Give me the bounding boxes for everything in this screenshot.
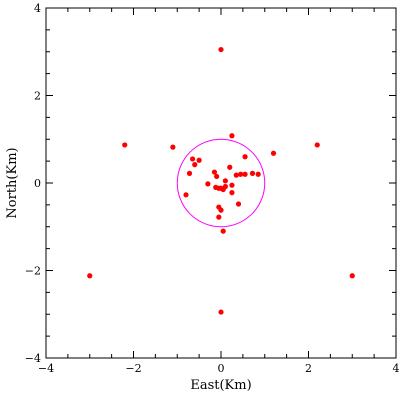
- plot-frame: [45, 7, 397, 359]
- data-point: [222, 178, 228, 184]
- tick-labels: −4 −2 0 2 4 −4 −2 0 2 4: [25, 2, 400, 375]
- data-point: [218, 46, 224, 53]
- y-tick-label: 2: [34, 90, 41, 103]
- data-point: [227, 164, 233, 170]
- data-point: [242, 154, 248, 160]
- data-point: [222, 183, 228, 190]
- x-axis-label: East(Km): [190, 378, 251, 393]
- data-point: [229, 190, 235, 196]
- x-tick-label: 2: [305, 362, 312, 375]
- data-point: [214, 173, 220, 180]
- data-point: [216, 214, 222, 220]
- data-point: [211, 169, 218, 175]
- data-point: [122, 142, 128, 148]
- y-tick-label: 4: [34, 2, 41, 15]
- data-point: [189, 156, 196, 162]
- data-point: [183, 192, 189, 198]
- data-point: [238, 171, 244, 177]
- axis-ticks: [45, 7, 397, 359]
- data-points: [87, 46, 355, 315]
- x-tick-label: 0: [218, 362, 225, 375]
- y-tick-label: 0: [34, 177, 41, 190]
- x-tick-label: 4: [393, 362, 400, 375]
- y-tick-label: −2: [25, 265, 41, 278]
- data-point: [229, 182, 235, 188]
- x-tick-label: −2: [125, 362, 141, 375]
- data-point: [205, 181, 211, 187]
- data-point: [349, 273, 355, 279]
- reference-circle: [176, 138, 266, 228]
- data-point: [170, 144, 176, 150]
- data-point: [314, 142, 320, 148]
- x-tick-label: −4: [38, 362, 54, 375]
- data-point: [249, 170, 256, 176]
- y-tick-label: −4: [25, 352, 41, 365]
- y-axis-label: North(Km): [5, 147, 20, 218]
- data-point: [220, 228, 226, 234]
- data-point: [270, 150, 277, 156]
- data-point: [218, 207, 224, 213]
- data-point: [196, 157, 202, 163]
- data-point: [218, 309, 224, 315]
- data-point: [229, 133, 235, 139]
- data-point: [233, 172, 239, 178]
- data-point: [192, 162, 198, 168]
- data-point: [87, 273, 93, 279]
- data-point: [242, 171, 248, 177]
- data-point: [255, 171, 261, 177]
- data-point: [186, 170, 193, 176]
- data-point: [235, 201, 242, 207]
